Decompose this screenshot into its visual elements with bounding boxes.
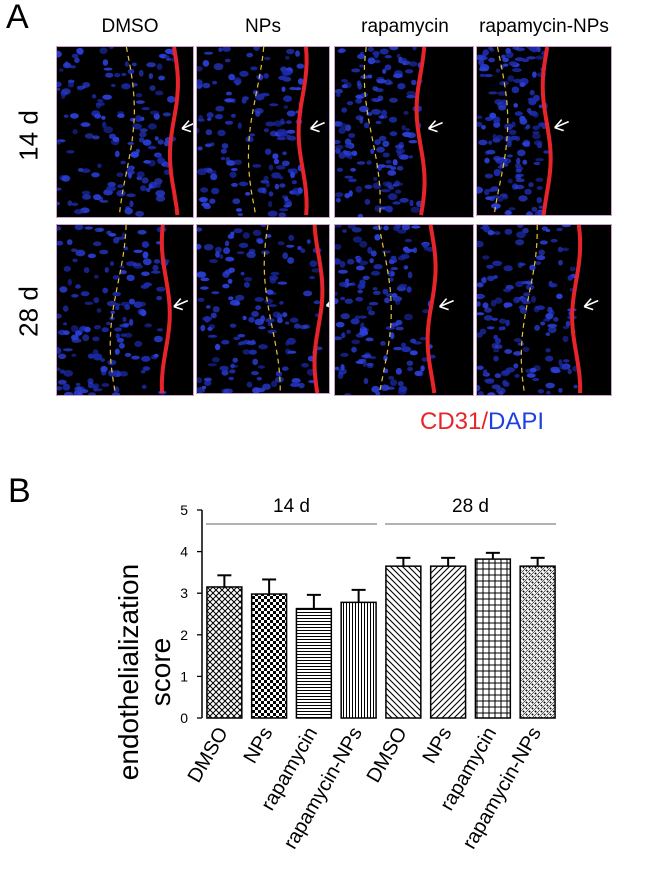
arrow-icon [554, 119, 569, 132]
group-label: 14 d [273, 496, 310, 517]
bar-7 [519, 565, 556, 719]
bar-3 [340, 601, 377, 719]
micrograph-image [197, 225, 329, 393]
x-tick-label: DMSO [184, 724, 233, 787]
y-tick-label: 5 [180, 502, 188, 518]
micrograph-image [477, 225, 599, 395]
legend-separator: / [481, 408, 489, 435]
bar-2 [295, 607, 333, 719]
micrograph-image [57, 225, 189, 395]
group-label: 28 d [452, 496, 489, 517]
arrow-icon [309, 120, 325, 133]
micrograph-image [335, 225, 454, 395]
arrow-icon [325, 301, 329, 308]
column-label-rapamycin: rapamycin [361, 16, 449, 37]
arrow-icon [173, 298, 189, 311]
y-tick-label: 4 [180, 544, 188, 560]
micrograph-dmso-14d [56, 46, 194, 218]
panel-b-label: B [8, 472, 31, 510]
y-tick-label: 2 [180, 627, 188, 643]
micrograph-rapamycin-28d [334, 224, 474, 396]
y-tick-label: 0 [180, 710, 188, 726]
x-tick-label: DMSO [363, 724, 412, 787]
bar-1 [250, 593, 288, 719]
column-label-rapamycin-nps: rapamycin-NPs [479, 16, 609, 37]
micrograph-dmso-28d [56, 224, 194, 396]
panel-a-label: A [6, 0, 29, 36]
micrograph-nps-28d [196, 224, 330, 394]
y-tick-label: 1 [180, 668, 188, 684]
x-tick-label: NPs [419, 724, 457, 768]
column-label-nps: NPs [245, 16, 281, 37]
stain-legend: CD31/DAPI [420, 408, 544, 436]
row-label-28d: 28 d [13, 286, 44, 337]
y-tick-label: 3 [180, 585, 188, 601]
arrow-icon [181, 120, 193, 133]
arrow-icon [583, 298, 599, 311]
micrograph-rapamycin-14d [334, 46, 474, 218]
arrow-icon [438, 298, 454, 311]
column-label-dmso: DMSO [101, 16, 159, 37]
micrograph-image [335, 47, 443, 217]
bar-5 [429, 565, 467, 719]
legend-counterstain-dapi: DAPI [488, 408, 545, 435]
y-axis-label: endothelializationscore [113, 564, 176, 780]
bar-4 [385, 565, 422, 719]
micrograph-image [197, 47, 325, 217]
micrograph-image [57, 47, 193, 217]
micrograph-rapamycin-nps-28d [476, 224, 612, 396]
x-tick-label: NPs [240, 724, 278, 768]
arrow-icon [427, 120, 443, 133]
micrograph-nps-14d [196, 46, 330, 218]
row-label-14d: 14 d [13, 110, 44, 161]
legend-marker-cd31: CD31 [420, 408, 482, 435]
micrograph-image [477, 47, 569, 215]
bar-0 [206, 586, 243, 719]
micrograph-rapamycin-nps-14d [476, 46, 612, 216]
bar-6 [474, 558, 512, 719]
